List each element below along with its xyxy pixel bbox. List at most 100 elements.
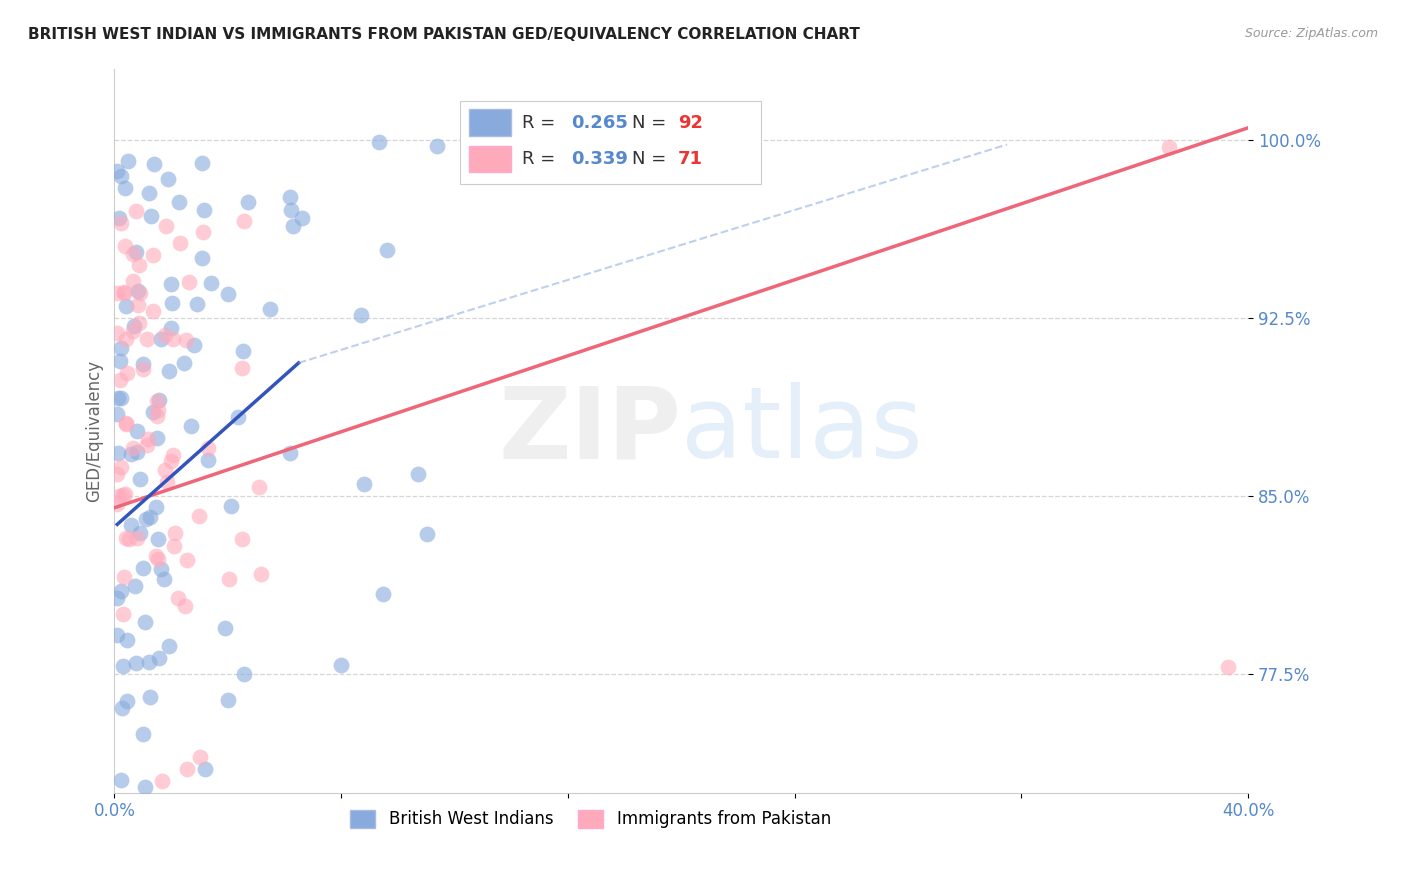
Point xyxy=(148,651,170,665)
Point xyxy=(105,591,128,605)
Point xyxy=(135,438,157,452)
Point xyxy=(375,243,398,257)
Point xyxy=(238,195,260,210)
Point xyxy=(146,402,169,417)
Point xyxy=(150,562,173,576)
Point xyxy=(214,621,236,635)
Point xyxy=(110,169,132,184)
Point xyxy=(281,219,304,233)
Point xyxy=(174,333,197,347)
Text: ZIP: ZIP xyxy=(498,382,681,479)
Point xyxy=(153,462,176,476)
Point xyxy=(278,446,301,460)
Point xyxy=(105,408,128,422)
Point xyxy=(111,607,134,622)
Point xyxy=(217,692,239,706)
Point xyxy=(156,475,179,489)
Text: 0.339: 0.339 xyxy=(571,150,628,168)
Point xyxy=(226,410,249,425)
Point xyxy=(139,690,162,705)
Point xyxy=(117,694,139,708)
Point xyxy=(197,442,219,456)
Point xyxy=(169,235,191,250)
Point xyxy=(139,210,162,224)
Point xyxy=(138,186,160,200)
Point xyxy=(194,762,217,776)
Point xyxy=(110,392,132,406)
Point xyxy=(122,274,145,288)
Point xyxy=(114,487,136,501)
Point xyxy=(105,628,128,642)
Point xyxy=(110,772,132,787)
Point xyxy=(114,285,136,300)
Point xyxy=(200,276,222,290)
Point xyxy=(160,321,183,335)
Point xyxy=(173,356,195,370)
Point xyxy=(105,497,128,511)
Point xyxy=(110,459,132,474)
Point xyxy=(120,447,142,461)
Point xyxy=(233,214,256,228)
Point xyxy=(160,453,183,467)
FancyBboxPatch shape xyxy=(460,101,761,185)
Point xyxy=(142,303,165,318)
Point xyxy=(125,656,148,670)
Point xyxy=(353,477,375,491)
Point xyxy=(150,773,173,788)
Y-axis label: GED/Equivalency: GED/Equivalency xyxy=(86,359,103,501)
Point xyxy=(174,599,197,614)
Point xyxy=(191,156,214,170)
Point xyxy=(426,138,449,153)
Point xyxy=(150,332,173,346)
Point xyxy=(231,532,253,546)
Point xyxy=(188,750,211,764)
Point xyxy=(176,762,198,776)
Text: Source: ZipAtlas.com: Source: ZipAtlas.com xyxy=(1244,27,1378,40)
Point xyxy=(115,367,138,381)
Point xyxy=(193,203,215,218)
Point xyxy=(117,154,139,169)
Point xyxy=(197,453,219,467)
Point xyxy=(134,615,156,629)
Point xyxy=(163,526,186,541)
Point xyxy=(177,275,200,289)
Point xyxy=(110,583,132,598)
Point xyxy=(125,245,148,260)
Point xyxy=(350,308,373,322)
Point xyxy=(114,181,136,195)
Point xyxy=(120,517,142,532)
Point xyxy=(105,285,128,300)
Point xyxy=(218,573,240,587)
Point xyxy=(122,318,145,333)
Point xyxy=(148,392,170,407)
Point xyxy=(163,540,186,554)
Point xyxy=(127,297,149,311)
Point xyxy=(132,362,155,376)
Legend: British West Indians, Immigrants from Pakistan: British West Indians, Immigrants from Pa… xyxy=(343,803,838,835)
Point xyxy=(128,285,150,300)
Point xyxy=(232,666,254,681)
Point xyxy=(132,561,155,575)
Point xyxy=(110,216,132,230)
Text: 71: 71 xyxy=(678,150,703,168)
Point xyxy=(105,164,128,178)
Text: atlas: atlas xyxy=(681,382,922,479)
Point xyxy=(112,488,135,502)
Point xyxy=(142,405,165,419)
Point xyxy=(128,317,150,331)
Point xyxy=(111,700,134,714)
Point xyxy=(108,373,131,387)
Point xyxy=(1157,140,1180,154)
Point xyxy=(142,248,165,262)
Point xyxy=(136,432,159,446)
Point xyxy=(219,499,242,513)
Point xyxy=(136,332,159,346)
Point xyxy=(145,549,167,563)
Point xyxy=(111,659,134,673)
Point xyxy=(107,445,129,459)
Point xyxy=(406,467,429,482)
Text: N =: N = xyxy=(633,150,672,168)
Point xyxy=(122,247,145,261)
Point xyxy=(217,287,239,301)
Point xyxy=(146,393,169,408)
